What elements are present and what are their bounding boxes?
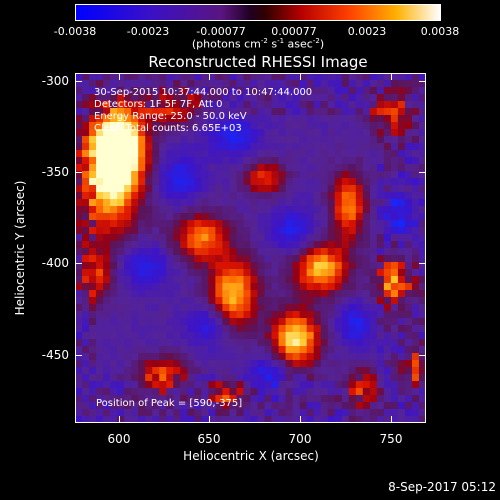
- info-time-range: 30-Sep-2015 10:37:44.000 to 10:47:44.000: [94, 87, 313, 98]
- x-tick-mark: [300, 73, 301, 80]
- x-tick-mark: [119, 416, 120, 423]
- x-tick-mark: [209, 416, 210, 423]
- x-tick-label: 750: [379, 432, 403, 446]
- x-tick-mark: [391, 416, 392, 423]
- info-energy-range: Energy Range: 25.0 - 50.0 keV: [94, 111, 247, 122]
- observation-info: 30-Sep-2015 10:37:44.000 to 10:47:44.000…: [94, 87, 312, 135]
- y-tick-label: -300: [41, 74, 69, 88]
- reconstructed-image: [75, 73, 426, 423]
- y-tick-label: -450: [41, 348, 69, 362]
- y-tick-mark: [419, 263, 426, 264]
- y-tick-mark: [75, 263, 82, 264]
- colorbar-gradient: [76, 5, 440, 20]
- colorbar-tick-label: 0.0038: [420, 25, 460, 38]
- y-tick-mark: [419, 172, 426, 173]
- colorbar: [75, 4, 441, 21]
- info-clean-counts: Clean Total counts: 6.65E+03: [94, 123, 242, 134]
- x-axis-title: Heliocentric X (arcsec): [183, 449, 319, 463]
- y-tick-mark: [75, 81, 82, 82]
- x-tick-mark: [119, 73, 120, 80]
- y-tick-mark: [419, 81, 426, 82]
- y-tick-mark: [419, 355, 426, 356]
- colorbar-tick-label: -0.00077: [196, 25, 246, 38]
- colorbar-tick-label: 0.00077: [271, 25, 317, 38]
- x-tick-mark: [391, 73, 392, 80]
- info-detectors: Detectors: 1F 5F 7F, Att 0: [94, 99, 223, 110]
- y-tick-label: -350: [41, 165, 69, 179]
- plot-datestamp: 8-Sep-2017 05:12: [388, 480, 496, 494]
- colorbar-units: (photons cm-2 s-1 asec-2): [191, 37, 325, 51]
- colorbar-tick-label: -0.0023: [126, 25, 170, 38]
- x-tick-label: 600: [107, 432, 131, 446]
- y-tick-mark: [75, 172, 82, 173]
- colorbar-tick-label: -0.0038: [53, 25, 97, 38]
- x-tick-mark: [209, 73, 210, 80]
- colorbar-tick-label: 0.0023: [347, 25, 387, 38]
- peak-position-label: Position of Peak = [590,-375]: [96, 398, 243, 409]
- image-plot-area[interactable]: [75, 73, 426, 423]
- y-tick-mark: [75, 355, 82, 356]
- x-tick-mark: [300, 416, 301, 423]
- x-tick-label: 700: [288, 432, 312, 446]
- plot-title: Reconstructed RHESSI Image: [148, 53, 368, 71]
- y-axis-title: Heliocentric Y (arcsec): [13, 180, 27, 316]
- y-tick-label: -400: [41, 256, 69, 270]
- x-tick-label: 650: [197, 432, 221, 446]
